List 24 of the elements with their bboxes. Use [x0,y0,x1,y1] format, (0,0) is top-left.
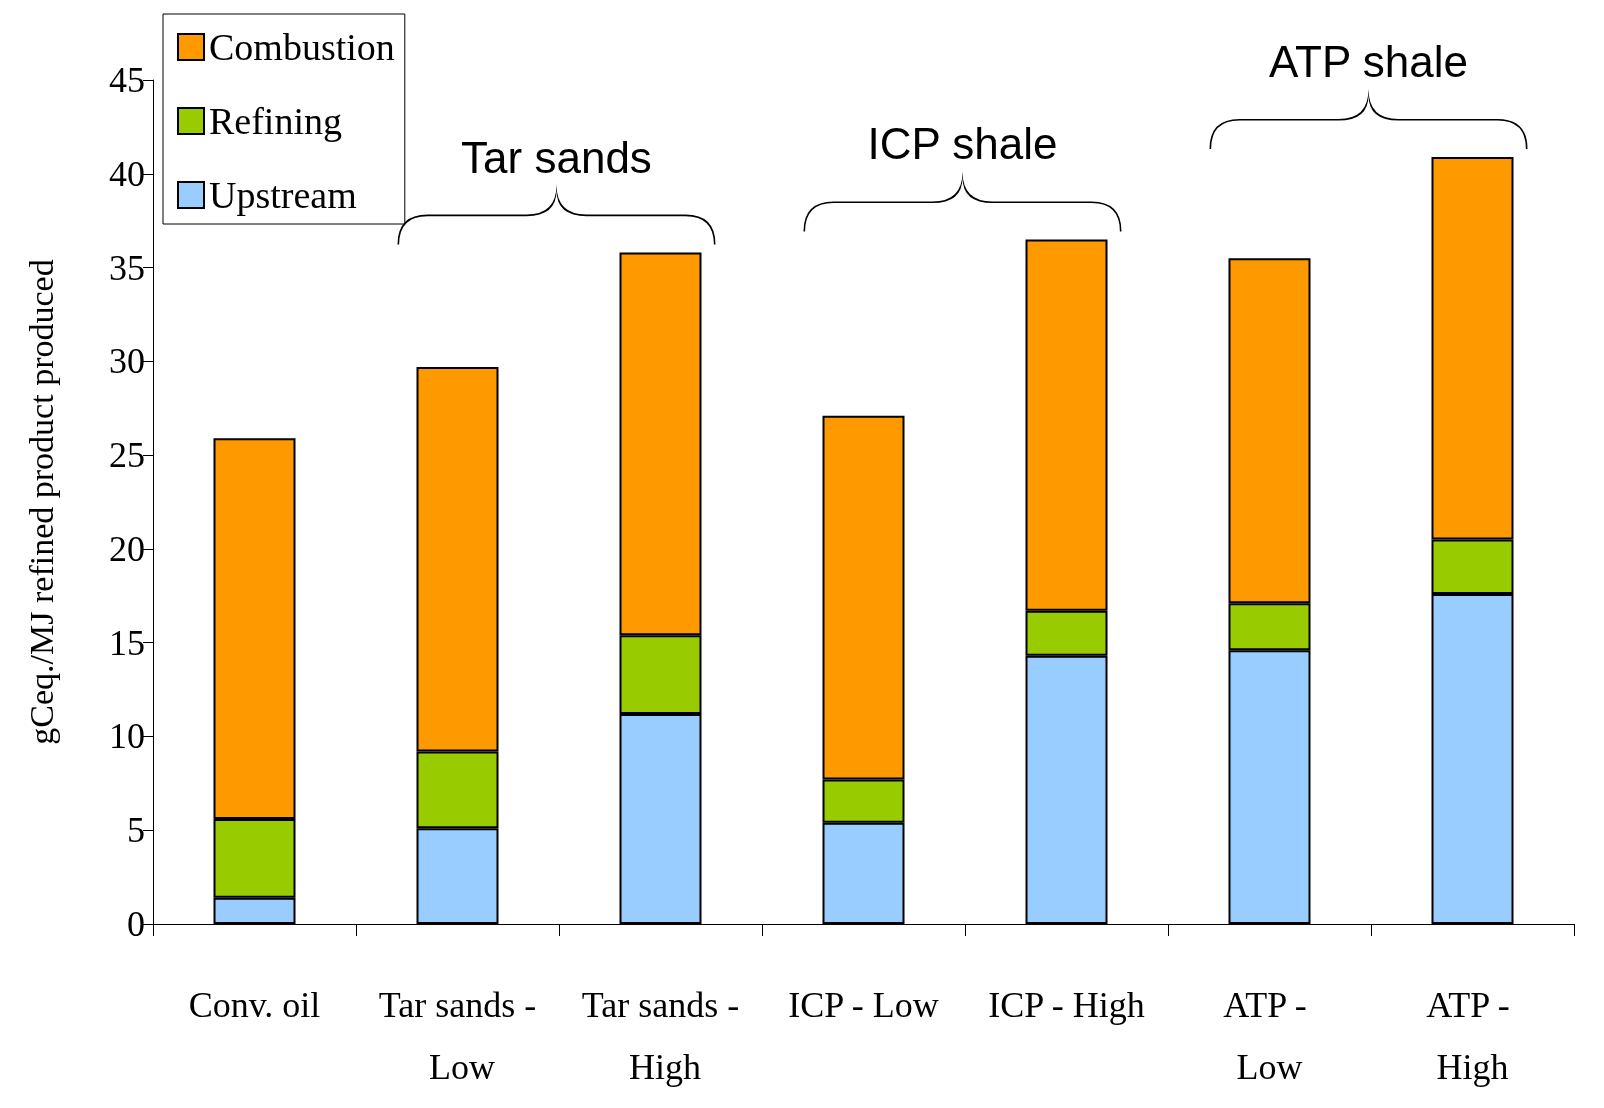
annotation: Tar sands [461,132,652,182]
x-tick-label: Conv. oil [188,985,321,1025]
y-tick-label: 30 [109,341,145,382]
y-tick-label: 5 [127,810,145,851]
legend-label: Refining [209,100,342,142]
y-tick-label: 40 [109,153,145,194]
annotation: ICP shale [867,119,1058,169]
y-tick-label: 10 [109,716,145,757]
x-tick-label: ATP - High [1426,985,1519,1087]
annotation: ATP shale [1269,36,1468,86]
y-tick-label: 45 [109,60,145,100]
y-tick-label: 0 [127,904,145,944]
legend-label: Upstream [209,174,357,216]
y-tick-label: 15 [109,622,145,663]
y-tick-label: 35 [109,247,145,288]
x-tick-label: ATP - Low [1223,985,1316,1087]
y-tick-label: 25 [109,435,145,476]
x-tick-label: ICP - Low [788,985,939,1025]
x-tick-label: Tar sands - Low [378,985,537,1087]
y-axis-title: gCeq./MJ refined product produced [22,259,60,745]
x-tick-label: ICP - High [988,985,1145,1025]
y-tick-label: 20 [109,528,145,569]
legend-label: Combustion [209,26,395,68]
x-tick-label: Tar sands - High [581,985,740,1087]
